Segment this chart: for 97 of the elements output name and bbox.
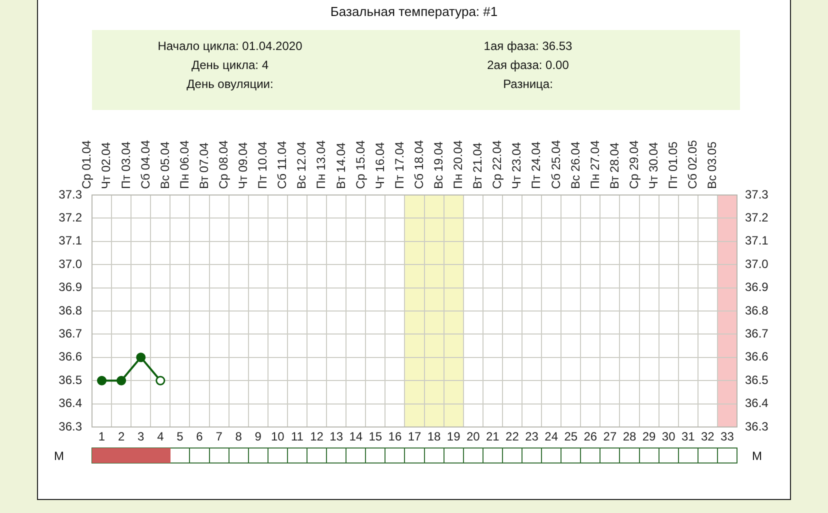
x-tick-label: 3: [138, 430, 145, 444]
text: 2ая фаза: 0.00: [486, 57, 570, 74]
x-tick-label: 25: [564, 430, 578, 444]
y2-tick-label: 37.1: [745, 234, 769, 248]
text: Разница:: [502, 76, 554, 93]
x-tick-label: 4: [157, 430, 164, 444]
x2-tick-label: Ср 29.04: [626, 140, 641, 189]
x-tick-label: 5: [176, 430, 184, 444]
x-tick-label: 11: [290, 430, 304, 444]
x-tick-label: 12: [310, 430, 324, 444]
y2-tick-label: 36.9: [745, 280, 769, 294]
x-tick-label: 8: [235, 430, 242, 444]
text: День овуляции:: [186, 76, 274, 93]
x-tick-label: 14: [349, 430, 363, 444]
x2-tick-label: Пн 13.04: [314, 140, 328, 189]
y-tick-label: 36.8: [58, 303, 82, 318]
x2-tick-label: Пт 10.04: [256, 141, 270, 189]
y2-tick-label: 37.2: [745, 210, 769, 225]
y2-tick-label: 36.8: [745, 303, 769, 318]
y2-tick-label: 36.3: [745, 419, 769, 434]
x-tick-label: 10: [271, 430, 285, 444]
x-tick-label: 28: [622, 430, 636, 444]
x-tick-label: 13: [330, 430, 344, 444]
x-tick-label: 27: [603, 430, 617, 444]
x-tick-label: 30: [662, 430, 676, 444]
x-tick-label: 33: [720, 430, 734, 444]
y-tick-label: 36.3: [58, 419, 82, 434]
x2-tick-label: Ср 22.04: [490, 140, 504, 189]
x-tick-label: 16: [388, 430, 402, 444]
x-tick-label: 1: [98, 430, 106, 444]
x-tick-label: 22: [506, 430, 520, 444]
x2-tick-label: Вс 19.04: [432, 141, 446, 189]
x2-tick-label: Ср 01.04: [80, 140, 94, 189]
x-tick-label: 21: [486, 430, 500, 444]
x2-tick-label: Пт 03.04: [118, 141, 133, 189]
y2-tick-label: 37.0: [745, 256, 769, 271]
x-tick-label: 18: [427, 430, 442, 444]
x-tick-label: 32: [701, 430, 715, 444]
x2-tick-label: Сб 04.04: [138, 140, 152, 189]
text: День цикла: 4: [190, 57, 270, 74]
x2-tick-label: Вс 12.04: [294, 141, 309, 189]
x2-tick-label: Пн 20.04: [451, 140, 466, 189]
y-tick-label: 36.9: [58, 280, 82, 294]
y-tick-label: 36.6: [58, 350, 82, 364]
x2-tick-label: Пт 24.04: [529, 141, 544, 189]
x2-tick-label: Пн 27.04: [588, 140, 602, 189]
x2-tick-label: Ср 15.04: [353, 140, 368, 189]
x-tick-label: 15: [368, 430, 382, 444]
y2-tick-label: 36.5: [745, 372, 769, 387]
x2-tick-label: Вт 07.04: [196, 142, 211, 189]
x-tick-label: 26: [584, 430, 598, 444]
x2-tick-label: Вс 03.05: [705, 141, 720, 189]
x2-tick-label: Сб 02.05: [686, 140, 700, 189]
x2-tick-label: Вт 21.04: [470, 142, 485, 189]
x2-tick-label: Сб 18.04: [412, 140, 426, 189]
chart-title: Базальная температура: #1: [329, 4, 499, 20]
x-tick-label: 29: [642, 430, 656, 444]
y-tick-label: 36.7: [58, 326, 82, 341]
x2-tick-label: Чт 30.04: [646, 142, 661, 189]
x-tick-label: 9: [254, 430, 262, 444]
x-tick-label: 2: [118, 430, 125, 444]
x-tick-label: 7: [216, 430, 223, 444]
x2-tick-label: Сб 25.04: [548, 140, 563, 189]
x-tick-label: 6: [196, 430, 204, 444]
x-tick-label: 24: [544, 430, 558, 444]
y-tick-label: 37.2: [58, 210, 82, 225]
x-tick-label: 17: [408, 430, 422, 444]
y2-tick-label: 36.6: [745, 350, 769, 364]
y-tick-label: 36.5: [58, 372, 82, 387]
y2-tick-label: 36.7: [745, 326, 769, 341]
x-tick-label: 19: [446, 430, 461, 444]
y-tick-label: 37.0: [58, 256, 82, 271]
text: 1ая фаза: 36.53: [482, 38, 574, 55]
x2-tick-label: Сб 11.04: [275, 140, 290, 189]
x2-tick-label: Пт 17.04: [392, 141, 406, 189]
y-tick-label: 36.4: [58, 396, 82, 410]
x2-tick-label: Вс 26.04: [568, 141, 582, 189]
x2-tick-label: Чт 23.04: [510, 142, 524, 189]
x2-tick-label: Чт 02.04: [99, 142, 114, 189]
y2-tick-label: 36.4: [745, 396, 769, 410]
x-tick-label: 20: [466, 430, 480, 444]
x2-tick-label: Пт 01.05: [666, 141, 680, 189]
x2-tick-label: Вт 28.04: [607, 142, 622, 189]
x2-tick-label: Чт 16.04: [372, 142, 387, 189]
text: Начало цикла: 01.04.2020: [156, 38, 304, 55]
x-tick-label: 23: [525, 430, 539, 444]
x-tick-label: 31: [681, 430, 696, 444]
x2-tick-label: Чт 09.04: [236, 142, 250, 189]
y2-axis-title: M: [752, 448, 762, 462]
y2-tick-label: 37.3: [745, 187, 769, 202]
y-tick-label: 37.1: [58, 234, 82, 248]
x2-tick-label: Вс 05.04: [158, 141, 172, 189]
y-axis-title: M: [54, 448, 64, 462]
x2-tick-label: Ср 08.04: [216, 140, 231, 189]
x2-tick-label: Пн 06.04: [177, 140, 192, 189]
x2-tick-label: Вт 14.04: [334, 142, 348, 189]
y-tick-label: 37.3: [58, 187, 82, 202]
